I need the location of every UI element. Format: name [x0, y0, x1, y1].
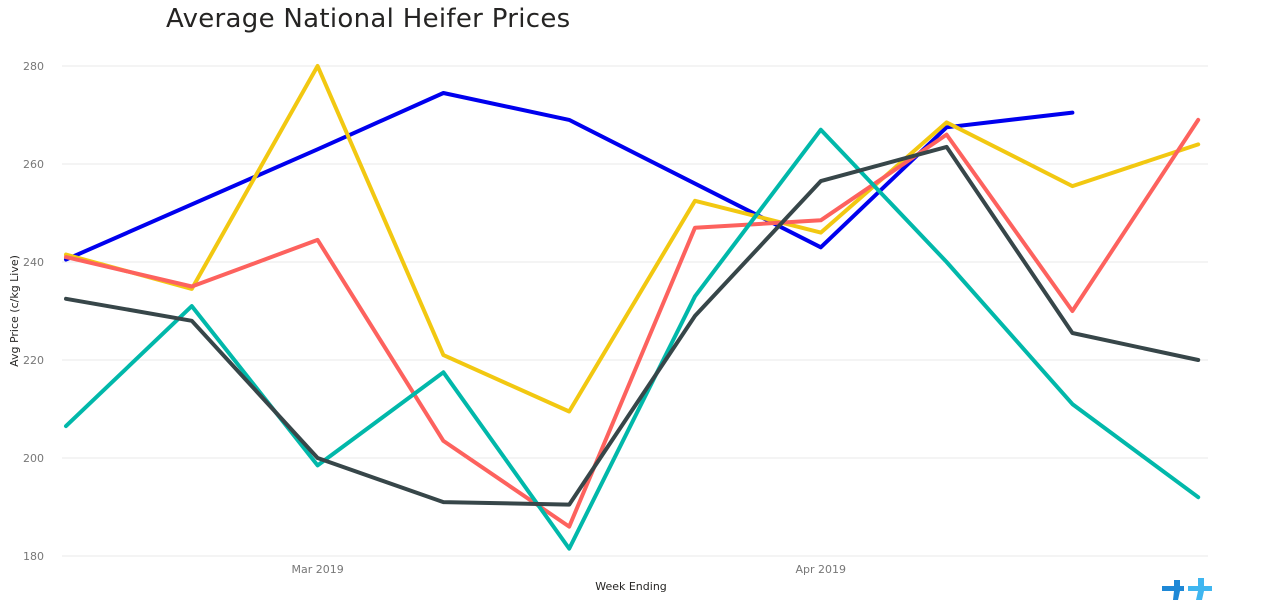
- y-tick-label: 200: [23, 452, 44, 465]
- series-line-1: [64, 91, 1075, 262]
- gridlines: [62, 65, 1208, 557]
- y-tick-label: 180: [23, 550, 44, 563]
- y-tick-label: 280: [23, 60, 44, 73]
- series-line-2: [64, 64, 1201, 414]
- powerbi-logo-icon: [1162, 578, 1212, 600]
- y-tick-label: 260: [23, 158, 44, 171]
- y-tick-label: 220: [23, 354, 44, 367]
- y-axis-ticks: 180 200 220 240 260 280: [23, 60, 44, 563]
- series-line-4: [64, 127, 1201, 551]
- y-tick-label: 240: [23, 256, 44, 269]
- x-tick-label: Mar 2019: [291, 563, 343, 576]
- series-line-3: [64, 117, 1201, 529]
- chart-title: Average National Heifer Prices: [166, 4, 571, 34]
- y-axis-title: Avg Price (c/kg Live): [8, 255, 21, 367]
- series-lines: [64, 64, 1201, 551]
- x-tick-label: Apr 2019: [796, 563, 847, 576]
- x-axis-title: Week Ending: [595, 580, 667, 593]
- x-axis-ticks: Mar 2019 Apr 2019: [291, 563, 846, 576]
- series-line-5: [64, 144, 1201, 507]
